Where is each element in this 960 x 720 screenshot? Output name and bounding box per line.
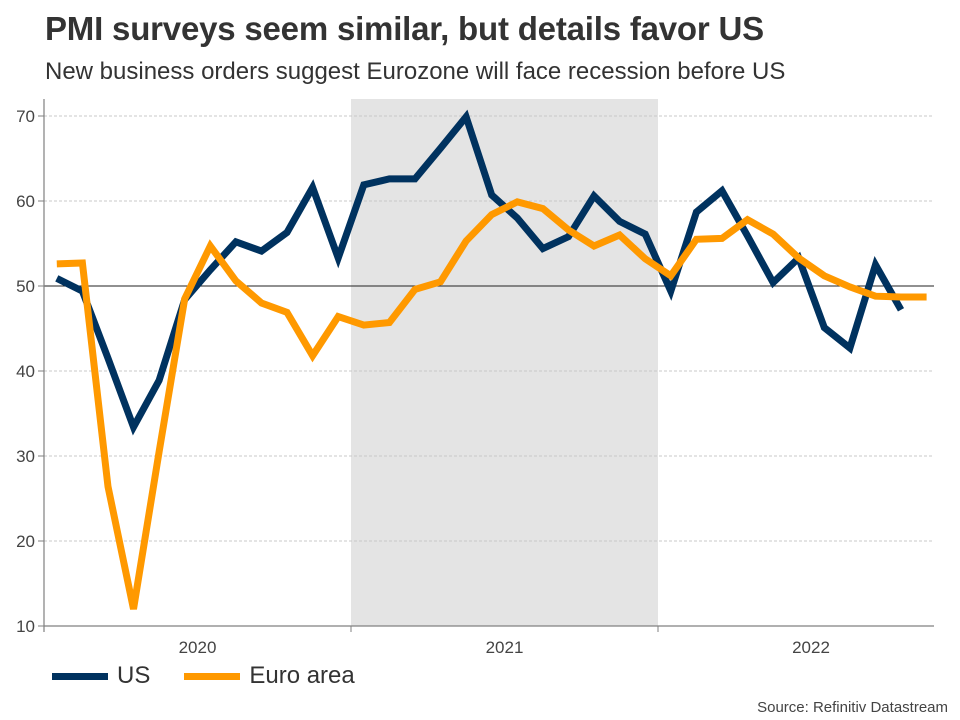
y-tick-label-70: 70 bbox=[16, 107, 35, 126]
legend-label-us: US bbox=[117, 662, 151, 689]
axes bbox=[43, 99, 934, 632]
x-tick-label-2020: 2020 bbox=[179, 638, 217, 657]
series-line-us bbox=[55, 109, 905, 436]
y-tick-label-10: 10 bbox=[16, 617, 35, 636]
x-tick-label-2022: 2022 bbox=[792, 638, 830, 657]
y-tick-label-40: 40 bbox=[16, 362, 35, 381]
y-tick-label-60: 60 bbox=[16, 192, 35, 211]
gridlines bbox=[38, 115, 934, 627]
legend-swatch-us bbox=[52, 672, 108, 680]
x-tick-label-2021: 2021 bbox=[486, 638, 524, 657]
chart-title: PMI surveys seem similar, but details fa… bbox=[45, 10, 764, 47]
y-tick-label-50: 50 bbox=[16, 277, 35, 296]
legend: US Euro area bbox=[52, 662, 389, 690]
legend-item-us[interactable]: US bbox=[52, 662, 150, 690]
series-line-euro-area bbox=[56, 198, 927, 610]
shaded-period bbox=[351, 99, 658, 626]
chart-subtitle: New business orders suggest Eurozone wil… bbox=[45, 58, 786, 85]
legend-item-euro-area[interactable]: Euro area bbox=[184, 662, 355, 690]
y-tick-label-30: 30 bbox=[16, 447, 35, 466]
shaded-period-layer bbox=[351, 99, 658, 626]
tick-labels: 10 20 30 40 50 60 70 2020 2021 2022 bbox=[16, 107, 830, 657]
y-tick-label-20: 20 bbox=[16, 532, 35, 551]
series-lines bbox=[55, 109, 927, 610]
source-note: Source: Refinitiv Datastream bbox=[757, 699, 948, 716]
legend-label-euro-area: Euro area bbox=[249, 662, 355, 689]
legend-swatch-euro-area bbox=[184, 672, 241, 680]
